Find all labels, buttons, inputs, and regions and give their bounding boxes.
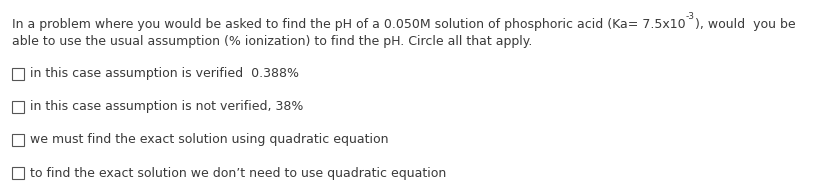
Text: we must find the exact solution using quadratic equation: we must find the exact solution using qu…: [30, 133, 388, 146]
Bar: [12, 134, 24, 146]
Text: able to use the usual assumption (% ionization) to find the pH. Circle all that : able to use the usual assumption (% ioni…: [12, 35, 532, 48]
Bar: [12, 167, 24, 179]
Text: ), would  you be: ), would you be: [694, 18, 795, 31]
Text: -3: -3: [685, 12, 694, 21]
Bar: [12, 68, 24, 80]
Text: in this case assumption is verified  0.388%: in this case assumption is verified 0.38…: [30, 68, 299, 80]
Bar: [12, 101, 24, 113]
Text: to find the exact solution we don’t need to use quadratic equation: to find the exact solution we don’t need…: [30, 166, 446, 180]
Text: In a problem where you would be asked to find the pH of a 0.050M solution of pho: In a problem where you would be asked to…: [12, 18, 685, 31]
Text: in this case assumption is not verified, 38%: in this case assumption is not verified,…: [30, 100, 304, 113]
